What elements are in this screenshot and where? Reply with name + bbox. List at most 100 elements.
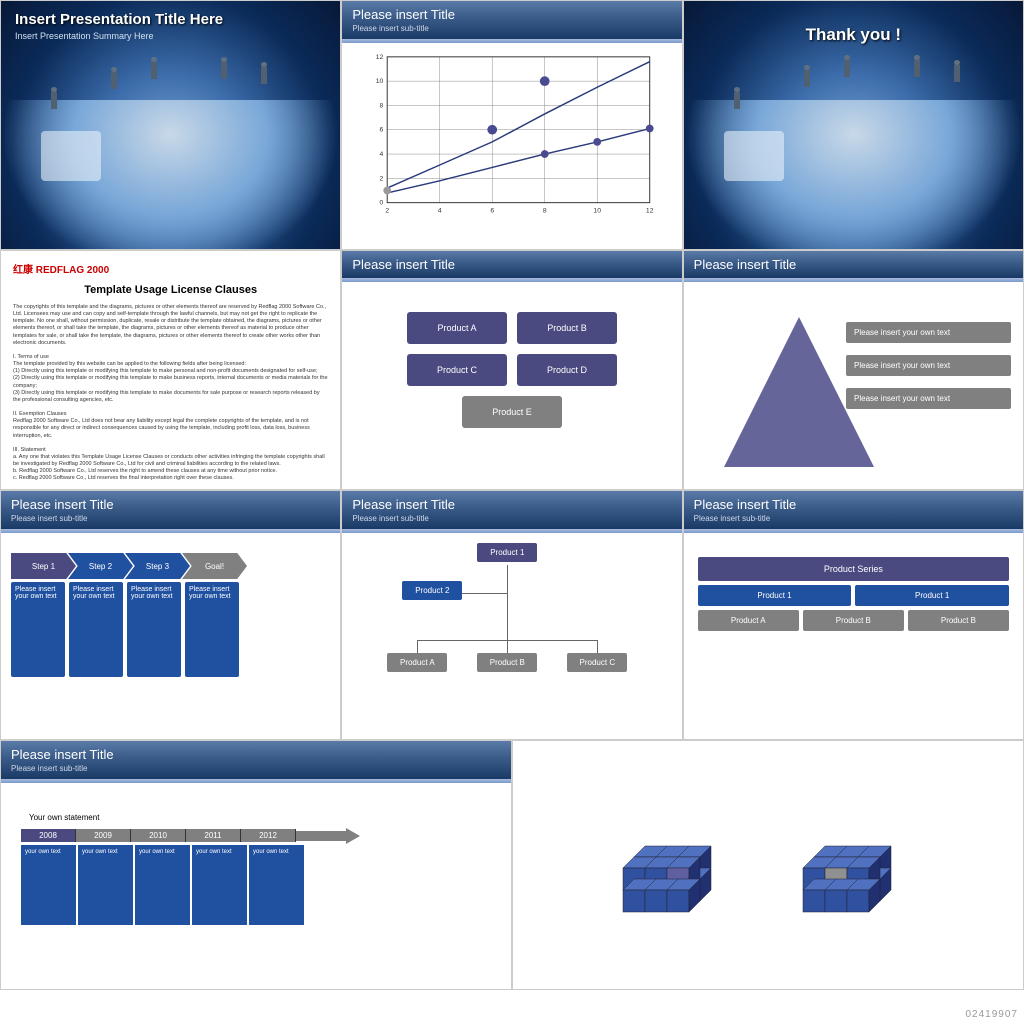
presentation-title: Insert Presentation Title Here [15, 11, 326, 28]
person-figure [261, 66, 267, 84]
timeline-year: 2012 [241, 829, 296, 842]
svg-text:8: 8 [543, 207, 547, 214]
slide-subtitle: Please insert sub-title [694, 514, 1013, 523]
step-column: Please insert your own text [11, 582, 65, 677]
slide-header: Please insert Title Please insert sub-ti… [342, 1, 681, 39]
thank-you-text: Thank you ! [698, 25, 1009, 45]
timeline-column: your own text [135, 845, 190, 925]
svg-text:2: 2 [386, 207, 390, 214]
series-header: Product Series [698, 557, 1009, 581]
timeline-arrow: 20082009201020112012 [21, 828, 491, 843]
slide-subtitle: Please insert sub-title [11, 764, 501, 773]
logo: 红康 REDFLAG 2000 [13, 261, 328, 276]
svg-text:4: 4 [438, 207, 442, 214]
person-figure [151, 61, 157, 79]
text-bar: Please insert your own text [846, 322, 1011, 343]
line-chart: 24681012024681012 [362, 51, 661, 226]
person-figure [844, 59, 850, 77]
step-arrow: Step 2 [68, 553, 133, 579]
product-box: Product C [407, 354, 507, 386]
svg-text:8: 8 [380, 102, 384, 109]
slide-subtitle: Please insert sub-title [352, 514, 671, 523]
product-grid: Product A Product B Product C Product D [407, 312, 617, 386]
timeline-slide: Please insert Title Please insert sub-ti… [0, 740, 512, 990]
product-box: Product B [517, 312, 617, 344]
series-cell: Product 1 [698, 585, 852, 606]
org-chart: Product 1 Product 2 Product A Product B … [342, 533, 681, 728]
slide-title: Please insert Title [352, 257, 671, 272]
step-column: Please insert your own text [69, 582, 123, 677]
svg-text:12: 12 [646, 207, 654, 214]
svg-text:4: 4 [380, 151, 384, 158]
slide-title: Please insert Title [352, 7, 671, 22]
step-arrow: Step 1 [11, 553, 76, 579]
slide-title: Please insert Title [11, 747, 501, 762]
slide-subtitle: Please insert sub-title [11, 514, 330, 523]
timeline-statement: Your own statement [29, 813, 491, 822]
slide-title: Please insert Title [694, 257, 1013, 272]
cube-diagram [603, 798, 753, 938]
slide-subtitle: Please insert sub-title [352, 24, 671, 33]
product-box: Product E [462, 396, 562, 428]
presentation-subtitle: Insert Presentation Summary Here [15, 31, 326, 41]
license-text: The copyrights of this template and the … [13, 304, 328, 483]
timeline-column: your own text [192, 845, 247, 925]
person-figure [111, 71, 117, 89]
puzzle-icon [724, 131, 784, 181]
step-arrow: Goal! [182, 553, 247, 579]
person-figure [804, 69, 810, 87]
svg-text:6: 6 [491, 207, 495, 214]
title-slide: Insert Presentation Title Here Insert Pr… [0, 0, 341, 250]
org-chart-slide: Please insert Title Please insert sub-ti… [341, 490, 682, 740]
cube-diagram [783, 798, 933, 938]
svg-text:6: 6 [380, 127, 384, 134]
steps-slide: Please insert Title Please insert sub-ti… [0, 490, 341, 740]
org-child: Product 2 [402, 581, 462, 600]
org-leaf: Product C [567, 653, 627, 672]
image-id: 02419907 [966, 1009, 1019, 1020]
svg-text:2: 2 [380, 175, 384, 182]
org-leaf: Product A [387, 653, 447, 672]
person-figure [51, 91, 57, 109]
series-cell: Product 1 [855, 585, 1009, 606]
slide-title: Please insert Title [11, 497, 330, 512]
series-cell: Product B [908, 610, 1009, 631]
org-leaf: Product B [477, 653, 537, 672]
product-box: Product D [517, 354, 617, 386]
puzzle-icon [41, 131, 101, 181]
thank-you-slide: Thank you ! [683, 0, 1024, 250]
timeline-year: 2010 [131, 829, 186, 842]
svg-text:10: 10 [376, 78, 384, 85]
cubes-slide: . [512, 740, 1024, 990]
person-figure [914, 59, 920, 77]
series-cell: Product A [698, 610, 799, 631]
product-box: Product A [407, 312, 507, 344]
timeline-year: 2008 [21, 829, 76, 842]
timeline-column: your own text [249, 845, 304, 925]
series-slide: Please insert Title Please insert sub-ti… [683, 490, 1024, 740]
person-figure [734, 91, 740, 109]
svg-text:0: 0 [380, 200, 384, 207]
org-root: Product 1 [477, 543, 537, 562]
person-figure [954, 64, 960, 82]
step-column: Please insert your own text [127, 582, 181, 677]
text-bar: Please insert your own text [846, 355, 1011, 376]
svg-text:12: 12 [376, 54, 384, 61]
text-bar: Please insert your own text [846, 388, 1011, 409]
step-column: Please insert your own text [185, 582, 239, 677]
timeline-column: your own text [78, 845, 133, 925]
license-slide: 红康 REDFLAG 2000 Template Usage License C… [0, 250, 341, 490]
svg-text:10: 10 [594, 207, 602, 214]
license-title: Template Usage License Clauses [13, 284, 328, 296]
timeline-column: your own text [21, 845, 76, 925]
person-figure [221, 61, 227, 79]
line-chart-slide: Please insert Title Please insert sub-ti… [341, 0, 682, 250]
series-cell: Product B [803, 610, 904, 631]
step-arrow: Step 3 [125, 553, 190, 579]
timeline-year: 2009 [76, 829, 131, 842]
slide-title: Please insert Title [694, 497, 1013, 512]
triangle-slide: Please insert Title Please insert your o… [683, 250, 1024, 490]
slide-title: Please insert Title [352, 497, 671, 512]
product-boxes-slide: Please insert Title Product A Product B … [341, 250, 682, 490]
timeline-year: 2011 [186, 829, 241, 842]
